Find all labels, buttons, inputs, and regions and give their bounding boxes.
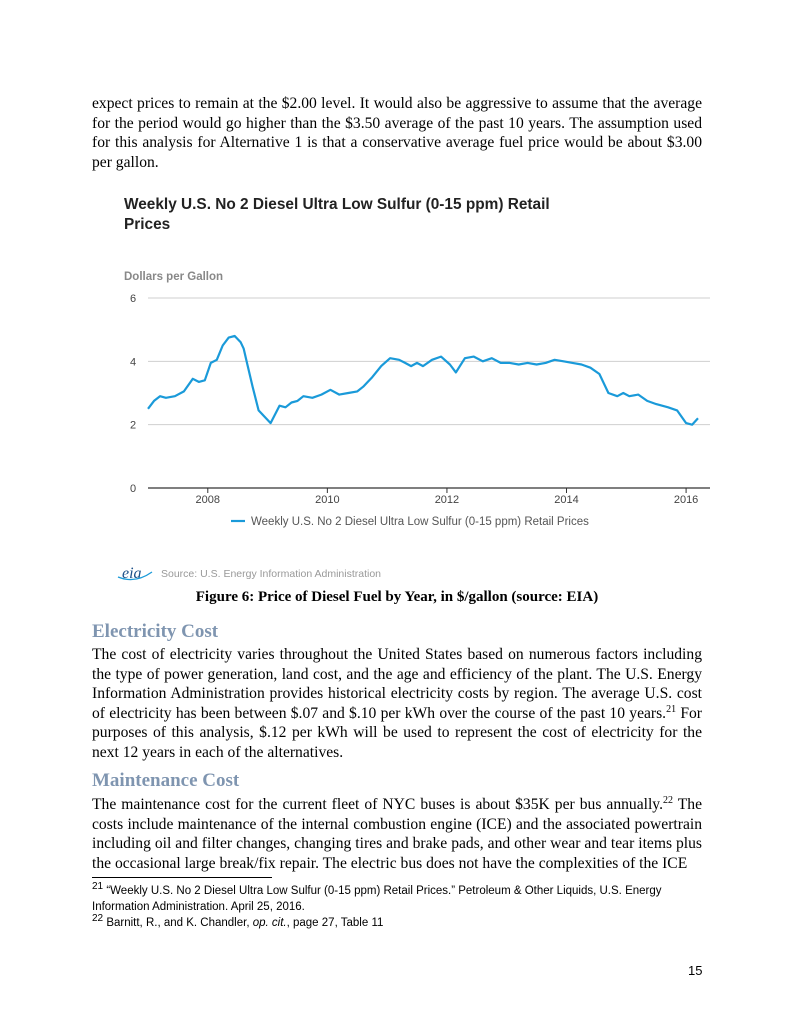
x-tick-label: 2016 (674, 494, 698, 506)
footnote-ref-22: 22 (663, 794, 673, 806)
maintenance-text-start: The maintenance cost for the current fle… (92, 796, 663, 813)
series-line (147, 334, 699, 426)
y-tick-label: 0 (130, 483, 136, 495)
electricity-text-start: The cost of electricity varies throughou… (92, 646, 702, 722)
chart-legend: Weekly U.S. No 2 Diesel Ultra Low Sulfur… (231, 516, 589, 528)
footnote-rule (92, 877, 272, 878)
y-tick-label: 4 (130, 356, 136, 368)
x-tick-label: 2012 (435, 494, 459, 506)
maintenance-paragraph: The maintenance cost for the current fle… (92, 795, 702, 873)
footnote-number-22: 22 (92, 913, 104, 925)
footnote-22-pre: Barnitt, R., and K. Chandler, (103, 917, 253, 929)
footnote-21-text: “Weekly U.S. No 2 Diesel Ultra Low Sulfu… (92, 885, 662, 913)
chart-title: Weekly U.S. No 2 Diesel Ultra Low Sulfur… (124, 196, 550, 233)
maintenance-text-end: The costs include maintenance of the int… (92, 796, 702, 872)
footnote-21: 21 “Weekly U.S. No 2 Diesel Ultra Low Su… (92, 881, 702, 915)
electricity-text-end: For purposes of this analysis, $.12 per … (92, 704, 702, 761)
y-tick-label: 6 (130, 293, 136, 305)
footnote-22: 22 Barnitt, R., and K. Chandler, op. cit… (92, 913, 702, 932)
eia-logo-text: eia (122, 565, 142, 582)
y-axis-label: Dollars per Gallon (124, 271, 223, 283)
x-tick-label: 2008 (196, 494, 220, 506)
source-text: Source: U.S. Energy Information Administ… (161, 568, 381, 580)
eia-logo-swoosh (117, 571, 153, 581)
footnote-22-italic: op. cit. (252, 917, 287, 929)
eia-logo: eia (117, 565, 153, 582)
footnote-ref-21: 21 (666, 703, 677, 715)
footnote-22-post: , page 27, Table 11 (286, 917, 384, 929)
chart-grid (148, 297, 710, 489)
x-axis-ticks: 2008 2010 2012 2014 2016 (196, 488, 698, 506)
section-heading-electricity: Electricity Cost (92, 621, 219, 642)
footnote-number-21: 21 (92, 881, 104, 893)
section-heading-maintenance: Maintenance Cost (92, 770, 240, 791)
x-tick-label: 2010 (315, 494, 339, 506)
y-axis-ticks: 0 2 4 6 (130, 293, 136, 495)
electricity-paragraph: The cost of electricity varies throughou… (92, 645, 702, 762)
intro-paragraph: expect prices to remain at the $2.00 lev… (92, 95, 702, 171)
figure-caption: Figure 6: Price of Diesel Fuel by Year, … (195, 589, 599, 605)
y-tick-label: 2 (130, 420, 136, 432)
legend-label: Weekly U.S. No 2 Diesel Ultra Low Sulfur… (251, 516, 589, 528)
page-number: 15 (688, 963, 703, 978)
x-tick-label: 2014 (554, 494, 578, 506)
diesel-price-chart: 0 2 4 6 2008 2010 2012 2014 2016 Dollars per Ga… (117, 271, 710, 582)
